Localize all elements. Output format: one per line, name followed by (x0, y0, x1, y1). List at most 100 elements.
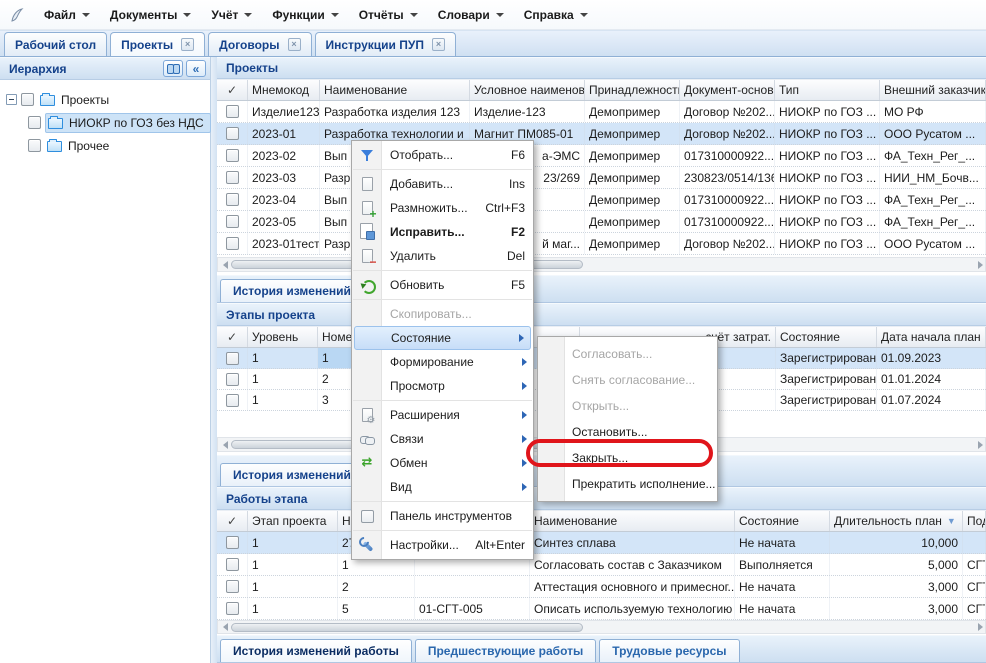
row-checkbox[interactable] (225, 127, 239, 140)
select-all-header[interactable]: ✓ (217, 80, 248, 100)
scroll-right-icon[interactable] (972, 258, 983, 271)
column-header[interactable]: Подр (963, 511, 986, 531)
menu-item-edit[interactable]: Исправить... F2 (352, 220, 533, 244)
column-header[interactable]: Длительность план ▼ (830, 511, 963, 531)
table-row[interactable]: 1 1 Согласовать состав с Заказчиком Выполня… (217, 554, 986, 576)
menu-item-links[interactable]: Связи (352, 427, 533, 451)
select-all-header[interactable]: ✓ (217, 511, 248, 531)
table-row[interactable]: 2023-01тест Разр й маг... Демопример Договор… (217, 233, 986, 255)
menubar-item-help[interactable]: Справка (514, 4, 598, 26)
table-row[interactable]: 1 5 01-СГТ-005 Описать используемую техноло… (217, 598, 986, 620)
column-header[interactable]: Этап проекта (248, 511, 338, 531)
tab-desktop[interactable]: Рабочий стол (4, 32, 108, 56)
scroll-left-icon[interactable] (220, 621, 231, 633)
row-checkbox[interactable] (225, 105, 239, 118)
column-header[interactable]: Состояние (735, 511, 830, 531)
tab-stage-history[interactable]: История изменений э (220, 463, 374, 486)
table-row[interactable]: 2023-03 Разр 23/269 Демопример 230823/0514/1… (217, 167, 986, 189)
column-header[interactable]: Мнемокод (248, 80, 320, 100)
collapse-expander-icon[interactable] (6, 94, 17, 105)
scroll-left-icon[interactable] (220, 438, 231, 451)
scroll-right-icon[interactable] (972, 621, 983, 633)
scrollbar-thumb[interactable] (231, 622, 583, 632)
menu-item-exchange[interactable]: Обмен (352, 451, 533, 475)
menu-item-preview[interactable]: Просмотр (352, 374, 533, 398)
row-checkbox[interactable] (225, 558, 239, 571)
menu-item-terminate[interactable]: Прекратить исполнение... (572, 477, 716, 491)
row-checkbox[interactable] (225, 536, 239, 549)
tab-project-history[interactable]: История изменений п (220, 279, 375, 302)
row-checkbox[interactable] (225, 393, 239, 407)
menu-item-filter[interactable]: Отобрать... F6 (352, 143, 533, 167)
scroll-right-icon[interactable] (972, 438, 983, 451)
menu-item-toolbar[interactable]: Панель инструментов (352, 504, 533, 528)
column-header[interactable]: счёт затрат. (580, 327, 776, 347)
column-header[interactable]: Внешний заказчик (880, 80, 986, 100)
column-header[interactable]: Условное наименова (470, 80, 585, 100)
horizontal-scrollbar[interactable] (217, 257, 986, 272)
search-button[interactable] (163, 60, 183, 77)
column-header[interactable]: Тип (775, 80, 880, 100)
menu-item-state[interactable]: Состояние (354, 326, 531, 350)
menu-item-settings[interactable]: Настройки... Alt+Enter (352, 533, 533, 557)
menu-item-formation[interactable]: Формирование (352, 350, 533, 374)
column-header[interactable]: Принадлежность (585, 80, 680, 100)
row-checkbox[interactable] (225, 237, 239, 250)
tree-item-niokr[interactable]: НИОКР по ГОЗ без НДС (6, 111, 211, 134)
menubar-item-dictionaries[interactable]: Словари (428, 4, 514, 26)
menu-item-add[interactable]: Добавить... Ins (352, 172, 533, 196)
column-header[interactable]: Наименование (530, 511, 735, 531)
menu-item-extensions[interactable]: Расширения (352, 403, 533, 427)
row-checkbox[interactable] (225, 580, 239, 593)
menu-item-stop[interactable]: Остановить... (572, 425, 648, 439)
table-row[interactable]: 1 27 Синтез сплава Не начата 10,000 (217, 532, 986, 554)
menubar-item-functions[interactable]: Функции (262, 4, 348, 26)
table-row[interactable]: Изделие123 Разработка изделия 123 Изделие-… (217, 101, 986, 123)
tree-item-other[interactable]: Прочее (6, 134, 210, 157)
tab-labor-resources[interactable]: Трудовые ресурсы (599, 639, 740, 662)
close-icon[interactable]: × (287, 38, 301, 51)
row-checkbox[interactable] (225, 602, 239, 615)
menubar-item-file[interactable]: Файл (34, 4, 100, 26)
menu-item-close[interactable]: Закрыть... (572, 451, 629, 465)
tab-preceding-works[interactable]: Предшествующие работы (414, 639, 597, 662)
table-row[interactable]: 2023-02 Вып а-ЭМС Демопример 017310000922...… (217, 145, 986, 167)
table-row[interactable]: 2023-05 Вып Демопример 017310000922... НИОКР… (217, 211, 986, 233)
row-checkbox[interactable] (225, 351, 239, 365)
select-all-header[interactable]: ✓ (217, 327, 248, 347)
menu-item-appearance[interactable]: Вид (352, 475, 533, 499)
column-header[interactable]: Дата начала план (877, 327, 986, 347)
menubar-item-accounting[interactable]: Учёт (201, 4, 262, 26)
table-row[interactable]: 2023-04 Вып Демопример 017310000922... НИОКР… (217, 189, 986, 211)
sidebar-splitter[interactable] (211, 57, 217, 663)
tree-checkbox[interactable] (21, 93, 34, 106)
row-checkbox[interactable] (225, 215, 239, 228)
column-header[interactable]: Уровень (248, 327, 318, 347)
menu-item-refresh[interactable]: Обновить F5 (352, 273, 533, 297)
column-header[interactable]: Состояние (776, 327, 877, 347)
row-checkbox[interactable] (225, 171, 239, 184)
close-icon[interactable]: × (181, 38, 195, 51)
column-header[interactable]: Наименование (320, 80, 470, 100)
tab-contracts[interactable]: Договоры × (208, 32, 312, 56)
tree-checkbox[interactable] (28, 116, 41, 129)
tab-projects[interactable]: Проекты × (110, 32, 206, 56)
table-row[interactable]: 2023-01 Разработка технологии и Магнит ПМ0… (217, 123, 986, 145)
tab-work-history[interactable]: История изменений работы (220, 639, 412, 662)
row-checkbox[interactable] (225, 372, 239, 386)
scroll-left-icon[interactable] (220, 258, 231, 271)
close-icon[interactable]: × (431, 38, 445, 51)
tree-checkbox[interactable] (28, 139, 41, 152)
menubar-item-reports[interactable]: Отчёты (349, 4, 428, 26)
collapse-sidebar-button[interactable]: « (186, 60, 206, 77)
menu-item-duplicate[interactable]: Размножить...Ctrl+F3 (352, 196, 533, 221)
tab-pup-instructions[interactable]: Инструкции ПУП × (314, 32, 456, 56)
row-checkbox[interactable] (225, 193, 239, 206)
menubar-item-documents[interactable]: Документы (100, 4, 201, 26)
horizontal-scrollbar[interactable] (217, 620, 986, 634)
row-checkbox[interactable] (225, 149, 239, 162)
column-header[interactable]: Документ-основан (680, 80, 775, 100)
table-row[interactable]: 1 2 Аттестация основного и примесног... Не … (217, 576, 986, 598)
tree-item-projects[interactable]: Проекты (6, 88, 210, 111)
